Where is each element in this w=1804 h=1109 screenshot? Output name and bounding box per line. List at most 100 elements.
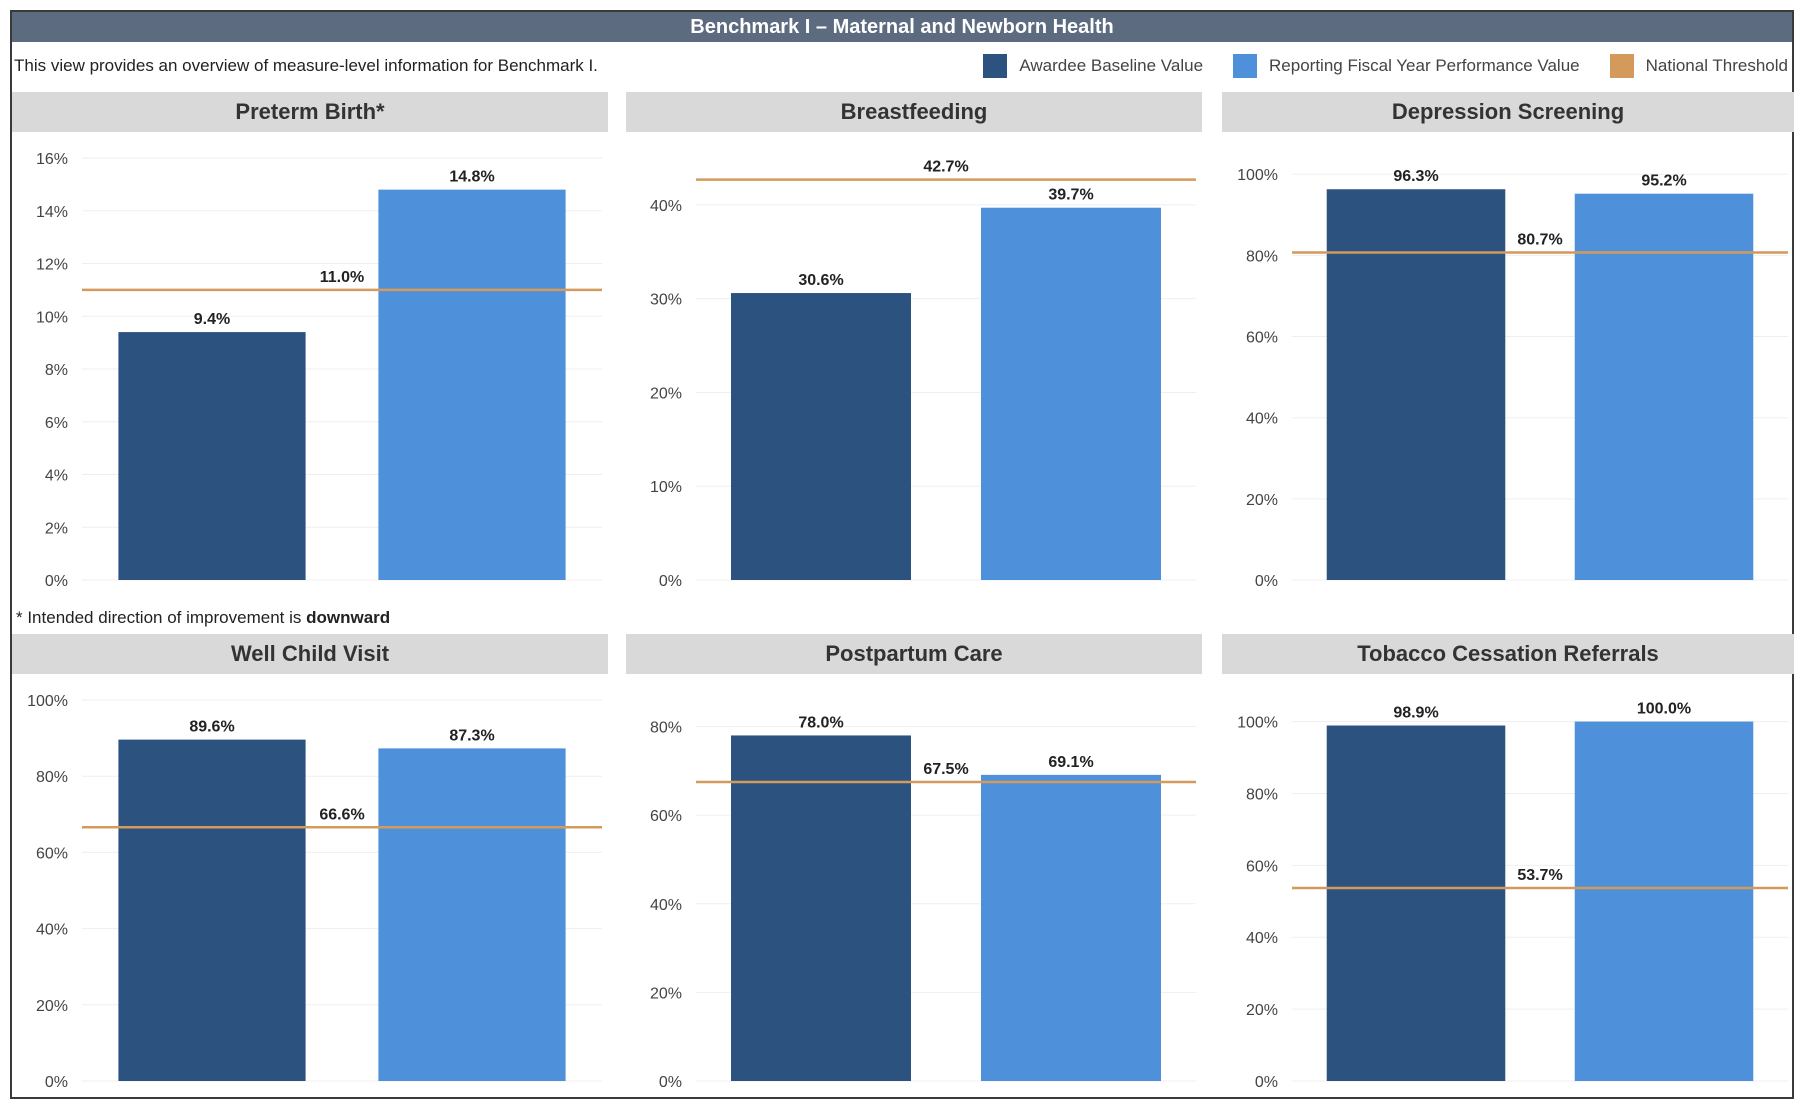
- bar-label-performance: 95.2%: [1641, 173, 1686, 190]
- y-tick-label: 30%: [650, 292, 682, 309]
- y-tick-label: 40%: [36, 922, 68, 939]
- bar-label-performance: 39.7%: [1048, 187, 1093, 204]
- y-tick-label: 40%: [650, 198, 682, 215]
- legend-item-performance: Reporting Fiscal Year Performance Value: [1233, 54, 1580, 78]
- threshold-label: 42.7%: [923, 159, 968, 176]
- panel-well-child-visit: Well Child Visit 0% 20% 40% 60% 80% 100% 89.6%…: [12, 634, 608, 1099]
- bar-performance: [1574, 193, 1754, 580]
- chart-preterm-birth: 0% 2% 4% 6% 8% 10% 12% 14% 16% 9.4% 14.8% 11.0%: [36, 151, 602, 590]
- panel-depression-screening: Depression Screening 0% 20% 40% 60% 80% 100% 9…: [1222, 92, 1794, 598]
- panel-title: Postpartum Care: [626, 634, 1202, 674]
- chart-tobacco-cessation-referrals: 0% 20% 40% 60% 80% 100% 98.9% 100.0% 53.7%: [1237, 701, 1788, 1091]
- bar-label-baseline: 89.6%: [189, 719, 234, 736]
- legend-swatch-performance: [1233, 54, 1258, 78]
- bar-baseline: [118, 332, 306, 580]
- y-tick-label: 16%: [36, 151, 68, 168]
- y-tick-label: 20%: [650, 985, 682, 1002]
- chart-postpartum-care: 0% 20% 40% 60% 80% 78.0% 69.1% 67.5%: [650, 714, 1196, 1091]
- panel-tobacco-cessation-referrals: Tobacco Cessation Referrals 0% 20% 40% 60% 8…: [1222, 634, 1794, 1099]
- y-tick-label: 0%: [1255, 573, 1278, 590]
- y-tick-label: 14%: [36, 204, 68, 221]
- bar-label-performance: 100.0%: [1637, 701, 1691, 718]
- panel-title: Well Child Visit: [12, 634, 608, 674]
- y-tick-label: 20%: [1246, 1002, 1278, 1019]
- legend: Awardee Baseline Value Reporting Fiscal …: [953, 54, 1788, 78]
- bar-performance: [981, 774, 1161, 1081]
- y-tick-label: 40%: [1246, 411, 1278, 428]
- y-tick-label: 80%: [36, 769, 68, 786]
- y-tick-label: 10%: [650, 479, 682, 496]
- bar-baseline: [1326, 189, 1506, 580]
- bar-label-baseline: 96.3%: [1393, 168, 1438, 185]
- legend-item-baseline: Awardee Baseline Value: [983, 54, 1203, 78]
- y-tick-label: 8%: [45, 362, 68, 379]
- threshold-label: 11.0%: [320, 269, 364, 286]
- y-tick-label: 100%: [1237, 715, 1278, 732]
- y-tick-label: 0%: [45, 1074, 68, 1091]
- legend-swatch-baseline: [983, 54, 1008, 78]
- threshold-label: 80.7%: [1517, 232, 1562, 249]
- threshold-label: 66.6%: [319, 806, 364, 823]
- y-tick-label: 20%: [650, 385, 682, 402]
- panel-title: Depression Screening: [1222, 92, 1794, 132]
- y-tick-label: 80%: [650, 720, 682, 737]
- footnote-text: * Intended direction of improvement is: [16, 608, 307, 627]
- y-tick-label: 0%: [659, 573, 682, 590]
- dashboard-description: This view provides an overview of measur…: [14, 56, 598, 75]
- panel-breastfeeding: Breastfeeding 0% 10% 20% 30% 40% 30.6% 39.7% 42…: [626, 92, 1202, 598]
- legend-label-performance: Reporting Fiscal Year Performance Value: [1269, 56, 1580, 75]
- y-tick-label: 80%: [1246, 786, 1278, 803]
- bar-baseline: [731, 735, 911, 1081]
- y-tick-label: 40%: [650, 897, 682, 914]
- panel-postpartum-care: Postpartum Care 0% 20% 40% 60% 80% 78.0% 69.1%…: [626, 634, 1202, 1099]
- bar-performance: [1574, 721, 1754, 1081]
- y-tick-label: 4%: [45, 468, 68, 485]
- threshold-label: 67.5%: [923, 761, 968, 778]
- bar-label-performance: 14.8%: [449, 169, 494, 186]
- dashboard-title: Benchmark I – Maternal and Newborn Healt…: [12, 12, 1792, 42]
- bar-performance: [981, 207, 1161, 581]
- chart-breastfeeding: 0% 10% 20% 30% 40% 30.6% 39.7% 42.7%: [650, 159, 1196, 590]
- bar-label-baseline: 9.4%: [194, 311, 230, 328]
- chart-depression-screening: 0% 20% 40% 60% 80% 100% 96.3% 95.2% 80.7%: [1237, 167, 1788, 590]
- bar-baseline: [118, 739, 306, 1081]
- legend-label-threshold: National Threshold: [1645, 56, 1788, 75]
- panel-title: Tobacco Cessation Referrals: [1222, 634, 1794, 674]
- threshold-label: 53.7%: [1517, 867, 1562, 884]
- legend-item-threshold: National Threshold: [1609, 54, 1788, 78]
- y-tick-label: 0%: [1255, 1074, 1278, 1091]
- y-tick-label: 60%: [1246, 858, 1278, 875]
- bar-label-baseline: 30.6%: [798, 272, 843, 289]
- footnote-emphasis: downward: [306, 608, 391, 627]
- panel-title: Breastfeeding: [626, 92, 1202, 132]
- y-tick-label: 100%: [27, 693, 68, 710]
- bar-performance: [378, 748, 566, 1081]
- legend-swatch-threshold: [1609, 54, 1634, 78]
- bar-baseline: [731, 293, 911, 580]
- y-tick-label: 20%: [36, 998, 68, 1015]
- bar-label-baseline: 78.0%: [798, 714, 843, 731]
- y-tick-label: 12%: [36, 257, 68, 274]
- panel-title: Preterm Birth*: [12, 92, 608, 132]
- y-tick-label: 60%: [1246, 330, 1278, 347]
- panel-preterm-birth: Preterm Birth* 0% 2% 4% 6% 8% 10% 12% 14% 16% 9.4…: [12, 92, 608, 598]
- bar-baseline: [1326, 725, 1506, 1081]
- y-tick-label: 60%: [36, 845, 68, 862]
- footnote: * Intended direction of improvement is d…: [16, 608, 390, 628]
- bar-label-baseline: 98.9%: [1393, 705, 1438, 722]
- bar-performance: [378, 189, 566, 580]
- y-tick-label: 0%: [45, 573, 68, 590]
- y-tick-label: 2%: [45, 520, 68, 537]
- y-tick-label: 6%: [45, 415, 68, 432]
- dashboard-frame: Benchmark I – Maternal and Newborn Healt…: [10, 10, 1794, 1099]
- chart-well-child-visit: 0% 20% 40% 60% 80% 100% 89.6% 87.3% 66.6%: [27, 693, 602, 1091]
- y-tick-label: 0%: [659, 1074, 682, 1091]
- y-tick-label: 20%: [1246, 492, 1278, 509]
- bar-label-performance: 69.1%: [1048, 754, 1093, 771]
- y-tick-label: 40%: [1246, 930, 1278, 947]
- y-tick-label: 100%: [1237, 167, 1278, 184]
- y-tick-label: 10%: [36, 309, 68, 326]
- legend-label-baseline: Awardee Baseline Value: [1019, 56, 1204, 75]
- y-tick-label: 80%: [1246, 248, 1278, 265]
- bar-label-performance: 87.3%: [449, 727, 494, 744]
